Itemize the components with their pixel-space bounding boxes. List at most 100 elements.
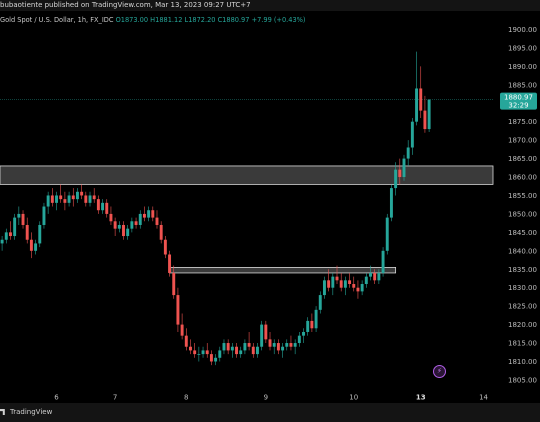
candle-body[interactable] [310,320,314,329]
candle-body[interactable] [381,250,385,273]
candle-body[interactable] [109,213,113,222]
candle-body[interactable] [29,239,33,251]
candle-body[interactable] [122,224,125,237]
price-chart[interactable]: 1900.001895.001890.001885.001880.001875.… [0,11,540,403]
candle-body[interactable] [427,99,431,130]
candle-body[interactable] [251,346,255,355]
candle-body[interactable] [67,195,71,203]
candle-body[interactable] [268,339,272,347]
candle-body[interactable] [306,320,310,332]
candle-body[interactable] [46,195,50,207]
candle-body[interactable] [25,224,29,240]
candle-body[interactable] [0,239,4,244]
candle-body[interactable] [34,243,38,251]
candle-body[interactable] [168,254,172,273]
candle-body[interactable] [276,343,280,351]
candle-body[interactable] [235,346,238,355]
candle-body[interactable] [205,350,209,355]
candle-body[interactable] [176,295,180,325]
candle-body[interactable] [352,284,356,288]
candle-body[interactable] [163,239,167,255]
candle-body[interactable] [71,195,75,200]
candle-body[interactable] [17,213,21,218]
candle-body[interactable] [260,324,264,347]
candle-body[interactable] [13,217,17,237]
candle-body[interactable] [348,280,352,285]
candle-body[interactable] [201,350,205,355]
candle-body[interactable] [80,191,84,196]
candle-body[interactable] [394,169,398,189]
candle-body[interactable] [38,224,42,244]
candle-body[interactable] [331,276,335,288]
candle-body[interactable] [84,195,88,203]
candle-body[interactable] [117,224,121,229]
candle-body[interactable] [356,287,360,292]
candle-body[interactable] [59,195,63,200]
candle-body[interactable] [314,309,318,329]
candle-body[interactable] [172,272,176,296]
candle-body[interactable] [377,272,381,281]
candle-body[interactable] [230,346,234,351]
candle-body[interactable] [113,221,117,229]
candle-body[interactable] [239,350,243,355]
candle-body[interactable] [247,343,251,347]
candle-body[interactable] [155,217,159,225]
candle-body[interactable] [272,343,276,347]
candle-body[interactable] [4,232,8,240]
candle-body[interactable] [419,88,423,111]
candle-body[interactable] [289,343,293,347]
candle-body[interactable] [50,195,54,203]
candle-body[interactable] [138,213,142,225]
candle-body[interactable] [193,350,197,355]
candle-body[interactable] [373,272,377,281]
candle-body[interactable] [75,191,79,200]
candle-body[interactable] [63,199,67,203]
candle-body[interactable] [327,280,331,288]
candle-body[interactable] [297,335,301,344]
candle-body[interactable] [364,276,368,285]
candle-body[interactable] [197,354,201,355]
candle-body[interactable] [335,276,339,281]
candle-body[interactable] [130,221,134,229]
zone-box[interactable] [0,165,494,185]
candle-body[interactable] [385,217,389,251]
candle-body[interactable] [126,228,130,237]
lightning-icon[interactable]: ⚡ [433,365,446,378]
candle-body[interactable] [189,346,192,351]
candle-body[interactable] [360,284,364,292]
candle-body[interactable] [134,221,138,225]
candle-body[interactable] [398,169,402,178]
candle-body[interactable] [21,213,25,225]
candle-body[interactable] [415,88,419,122]
candle-body[interactable] [423,110,427,130]
chart-area[interactable]: 1900.001895.001890.001885.001880.001875.… [0,11,540,403]
candle-body[interactable] [105,202,109,214]
candle-body[interactable] [243,343,247,351]
candle-body[interactable] [226,343,230,351]
candle-body[interactable] [318,295,322,310]
candle-body[interactable] [9,232,12,237]
zone-box[interactable] [169,267,397,274]
candle-body[interactable] [55,195,58,203]
candle-body[interactable] [96,199,100,211]
candle-body[interactable] [302,331,305,336]
candle-body[interactable] [256,346,259,355]
candle-body[interactable] [214,357,218,362]
candle-body[interactable] [339,280,343,288]
candle-body[interactable] [88,195,92,203]
candle-body[interactable] [42,206,46,225]
candle-body[interactable] [218,350,222,358]
candle-body[interactable] [92,195,96,200]
candle-body[interactable] [406,147,410,159]
candle-body[interactable] [264,324,268,340]
candle-body[interactable] [402,158,406,178]
candle-body[interactable] [322,280,326,296]
candle-body[interactable] [142,213,146,218]
candle-body[interactable] [180,324,184,336]
candle-body[interactable] [293,343,297,347]
candle-body[interactable] [281,346,285,351]
candle-body[interactable] [343,280,347,288]
candle-body[interactable] [410,121,414,148]
candle-body[interactable] [369,272,372,277]
candle-body[interactable] [147,210,151,218]
